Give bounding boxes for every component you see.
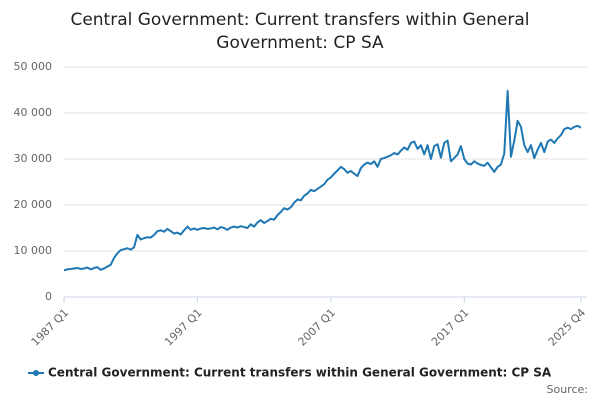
legend-label: Central Government: Current transfers wi… <box>48 366 552 380</box>
legend-marker <box>33 370 39 376</box>
x-tick-label: 2025 Q4 <box>546 306 589 349</box>
x-tick-label: 1997 Q1 <box>162 306 205 349</box>
y-tick-label: 10 000 <box>14 244 53 257</box>
y-tick-label: 40 000 <box>14 106 53 119</box>
y-tick-label: 0 <box>45 290 52 303</box>
chart-title: Central Government: Current transfers wi… <box>70 10 529 30</box>
y-tick-label: 50 000 <box>14 60 53 73</box>
series-line <box>63 89 582 272</box>
x-tick-label: 2017 Q1 <box>429 306 472 349</box>
x-tick-label: 1987 Q1 <box>29 306 72 349</box>
y-tick-label: 30 000 <box>14 152 53 165</box>
source: Source: <box>547 383 589 396</box>
chart-title: Government: CP SA <box>216 33 384 53</box>
y-tick-label: 20 000 <box>14 198 53 211</box>
x-tick-label: 2007 Q1 <box>296 306 339 349</box>
